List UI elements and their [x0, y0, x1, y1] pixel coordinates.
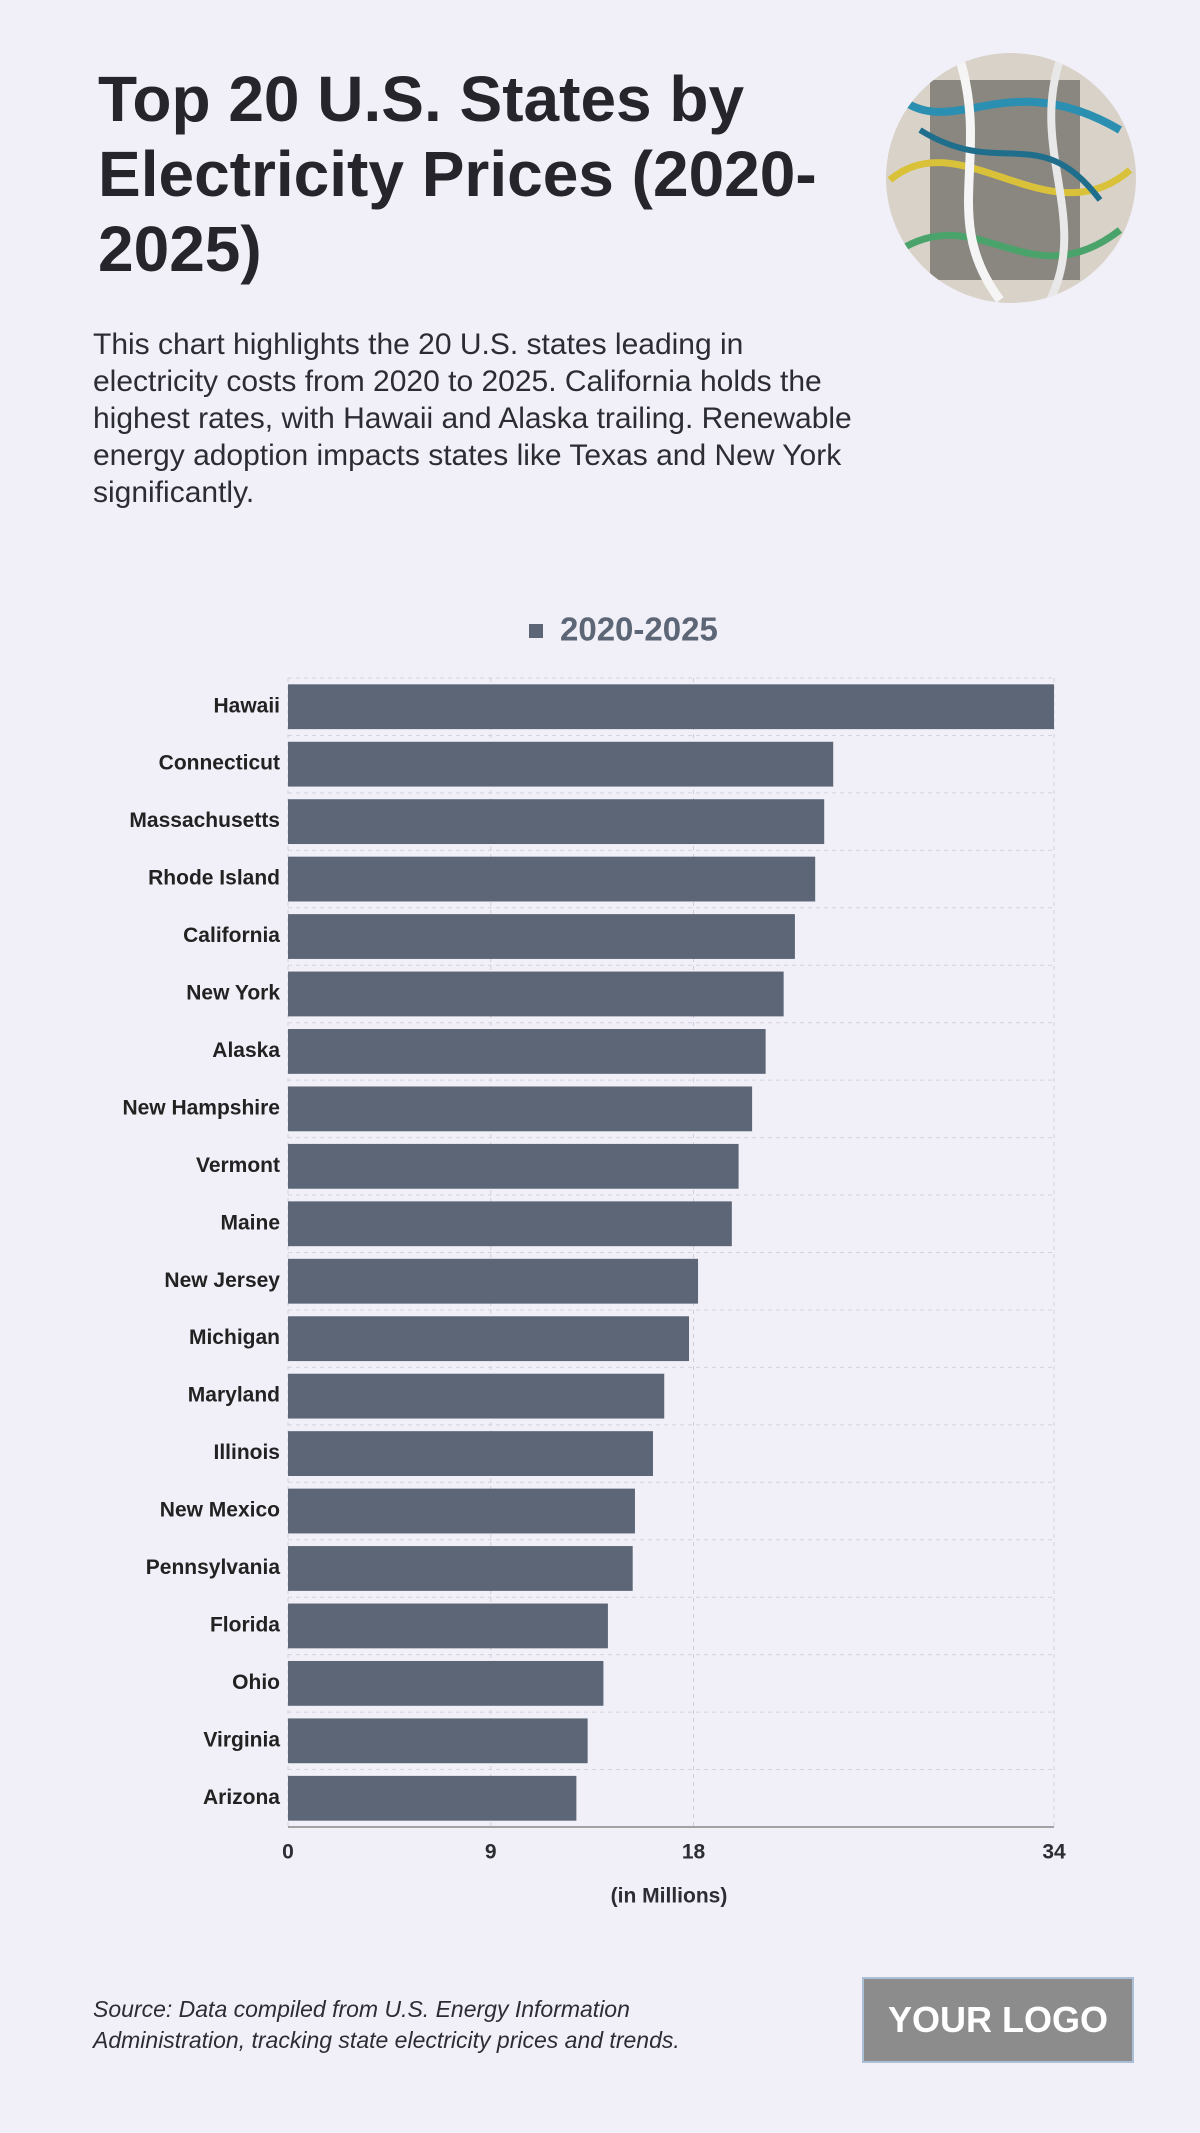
- bar: [288, 741, 834, 787]
- bar: [288, 1775, 577, 1821]
- y-tick-label: New Mexico: [160, 1499, 280, 1522]
- bar: [288, 914, 795, 959]
- bar: [288, 971, 784, 1017]
- y-tick-label: Connecticut: [159, 752, 280, 775]
- y-tick-label: Rhode Island: [148, 867, 280, 890]
- y-tick-label: Hawaii: [213, 694, 280, 717]
- photo: [886, 53, 1136, 303]
- bar: [288, 1316, 690, 1362]
- bar: [288, 1546, 633, 1591]
- source: Source: Data compiled from U.S. Energy I…: [93, 1996, 680, 2053]
- bar: [288, 1488, 635, 1534]
- bar: [288, 1718, 588, 1764]
- bar: [288, 1431, 653, 1476]
- x-tick-label: 18: [682, 1841, 706, 1864]
- y-tick-label: Virginia: [203, 1728, 280, 1751]
- logo: YOUR LOGO: [862, 1977, 1134, 2063]
- y-tick-label: New Jersey: [164, 1269, 280, 1292]
- y-tick-label: Pennsylvania: [146, 1556, 281, 1579]
- bar: [288, 684, 1054, 730]
- y-tick-label: Maryland: [188, 1384, 280, 1407]
- x-tick-label: 34: [1042, 1841, 1066, 1864]
- bar: [288, 1029, 766, 1074]
- bar: [288, 1373, 665, 1419]
- y-tick-label: New York: [186, 982, 280, 1005]
- description: This chart highlights the 20 U.S. states…: [93, 328, 852, 509]
- y-tick-label: Vermont: [196, 1154, 280, 1177]
- x-tick-label: 9: [485, 1841, 497, 1864]
- bar: [288, 1143, 739, 1189]
- y-tick-label: Ohio: [232, 1671, 280, 1694]
- y-tick-label: Michigan: [189, 1326, 280, 1349]
- y-tick-label: Massachusetts: [129, 809, 280, 832]
- legend-label: 2020-2025: [560, 611, 718, 648]
- bar: [288, 1603, 608, 1649]
- bar: [288, 1258, 699, 1304]
- legend-marker: [529, 624, 543, 638]
- bar: [288, 1086, 753, 1132]
- y-tick-label: Maine: [220, 1211, 280, 1234]
- bar: [288, 1660, 604, 1706]
- y-tick-label: Florida: [210, 1613, 280, 1636]
- chart: 0 9 18 34 Hawaii Connecticut Massachusetts Rhod…: [122, 53, 1136, 1908]
- y-tick-label: New Hampshire: [122, 1096, 280, 1119]
- y-tick-label: California: [183, 924, 280, 947]
- y-tick-label: Alaska: [212, 1039, 280, 1062]
- x-axis-label: (in Millions): [611, 1885, 728, 1908]
- y-tick-label: Illinois: [213, 1441, 280, 1464]
- bar: [288, 1201, 732, 1247]
- y-tick-label: Arizona: [203, 1786, 280, 1809]
- bar: [288, 799, 825, 845]
- title: Top 20 U.S. States by Electricity Prices…: [98, 63, 817, 285]
- x-tick-label: 0: [282, 1841, 294, 1864]
- bar: [288, 856, 816, 902]
